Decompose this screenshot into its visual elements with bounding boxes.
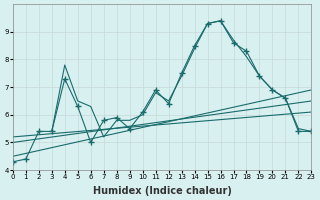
X-axis label: Humidex (Indice chaleur): Humidex (Indice chaleur) (93, 186, 232, 196)
